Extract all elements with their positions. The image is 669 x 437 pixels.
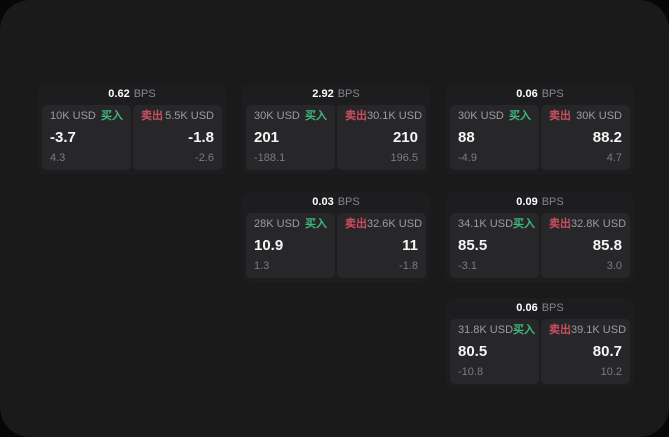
buy-label: 买入: [509, 110, 531, 122]
sell-label: 卖出: [549, 110, 571, 122]
quote-card: 0.03 BPS 28K USD 买入 10.9 1.3 卖出 32.6K US…: [242, 192, 430, 282]
buy-pane[interactable]: 30K USD 买入 201 -188.1: [246, 105, 335, 170]
buy-amount: 30K USD: [254, 110, 300, 122]
sell-pane[interactable]: 卖出 32.6K USD 11 -1.8: [337, 213, 426, 278]
buy-amount: 30K USD: [458, 110, 504, 122]
card-body: 31.8K USD 买入 80.5 -10.8 卖出 39.1K USD 80.…: [450, 319, 630, 384]
quote-card: 0.62 BPS 10K USD 买入 -3.7 4.3 卖出 5.5K USD…: [38, 84, 226, 174]
buy-label: 买入: [305, 110, 327, 122]
card-header: 0.06 BPS: [450, 298, 630, 319]
sell-amount: 32.6K USD: [367, 218, 423, 230]
buy-label: 买入: [513, 324, 536, 336]
sell-price: 210: [392, 129, 418, 146]
buy-pane[interactable]: 34.1K USD 买入 85.5 -3.1: [450, 213, 539, 278]
buy-delta: -10.8: [458, 366, 484, 378]
sell-delta: -1.8: [399, 260, 418, 272]
bps-value: 0.09: [516, 196, 538, 208]
sell-pane[interactable]: 卖出 39.1K USD 80.7 10.2: [541, 319, 630, 384]
bps-value: 2.92: [312, 88, 334, 100]
sell-price: 88.2: [592, 129, 622, 146]
sell-label: 卖出: [345, 110, 367, 122]
buy-price: 85.5: [458, 237, 488, 254]
buy-price: 80.5: [458, 343, 488, 360]
card-header: 0.09 BPS: [450, 192, 630, 213]
buy-delta: 4.3: [50, 152, 66, 164]
sell-amount: 30.1K USD: [367, 110, 423, 122]
buy-label: 买入: [305, 218, 327, 230]
buy-label: 买入: [101, 110, 123, 122]
card-header: 0.62 BPS: [42, 84, 222, 105]
bps-value: 0.06: [516, 302, 538, 314]
bps-unit-label: BPS: [337, 88, 360, 100]
bps-unit-label: BPS: [337, 196, 360, 208]
buy-amount: 34.1K USD: [458, 218, 514, 230]
sell-label: 卖出: [549, 324, 571, 336]
sell-price: 85.8: [592, 237, 622, 254]
buy-amount: 10K USD: [50, 110, 96, 122]
buy-delta: 1.3: [254, 260, 270, 272]
bps-value: 0.06: [516, 88, 538, 100]
sell-delta: 196.5: [390, 152, 418, 164]
quote-card: 0.06 BPS 31.8K USD 买入 80.5 -10.8 卖出 39.1…: [446, 298, 634, 388]
quote-card: 0.09 BPS 34.1K USD 买入 85.5 -3.1 卖出 32.8K…: [446, 192, 634, 282]
card-body: 30K USD 买入 88 -4.9 卖出 30K USD 88.2 4.7: [450, 105, 630, 170]
card-body: 34.1K USD 买入 85.5 -3.1 卖出 32.8K USD 85.8…: [450, 213, 630, 278]
buy-price: 88: [458, 129, 475, 146]
buy-label: 买入: [513, 218, 536, 230]
sell-amount: 39.1K USD: [571, 324, 627, 336]
sell-amount: 32.8K USD: [571, 218, 627, 230]
sell-pane[interactable]: 卖出 32.8K USD 85.8 3.0: [541, 213, 630, 278]
card-body: 30K USD 买入 201 -188.1 卖出 30.1K USD 210 1…: [246, 105, 426, 170]
buy-price: -3.7: [50, 129, 76, 146]
bps-value: 0.03: [312, 196, 334, 208]
buy-delta: -3.1: [458, 260, 477, 272]
bps-unit-label: BPS: [541, 88, 564, 100]
card-header: 2.92 BPS: [246, 84, 426, 105]
bps-unit-label: BPS: [133, 88, 156, 100]
buy-price: 10.9: [254, 237, 284, 254]
sell-price: 80.7: [592, 343, 622, 360]
sell-label: 卖出: [549, 218, 571, 230]
sell-delta: -2.6: [195, 152, 214, 164]
buy-delta: -4.9: [458, 152, 477, 164]
buy-pane[interactable]: 10K USD 买入 -3.7 4.3: [42, 105, 131, 170]
buy-pane[interactable]: 31.8K USD 买入 80.5 -10.8: [450, 319, 539, 384]
card-body: 10K USD 买入 -3.7 4.3 卖出 5.5K USD -1.8 -2.…: [42, 105, 222, 170]
sell-pane[interactable]: 卖出 30K USD 88.2 4.7: [541, 105, 630, 170]
buy-pane[interactable]: 28K USD 买入 10.9 1.3: [246, 213, 335, 278]
sell-pane[interactable]: 卖出 30.1K USD 210 196.5: [337, 105, 426, 170]
card-body: 28K USD 买入 10.9 1.3 卖出 32.6K USD 11 -1.8: [246, 213, 426, 278]
sell-price: 11: [402, 237, 418, 254]
sell-delta: 10.2: [600, 366, 622, 378]
quote-card: 0.06 BPS 30K USD 买入 88 -4.9 卖出 30K USD 8…: [446, 84, 634, 174]
sell-price: -1.8: [188, 129, 214, 146]
card-header: 0.03 BPS: [246, 192, 426, 213]
sell-pane[interactable]: 卖出 5.5K USD -1.8 -2.6: [133, 105, 222, 170]
bps-unit-label: BPS: [541, 302, 564, 314]
buy-price: 201: [254, 129, 280, 146]
bps-unit-label: BPS: [541, 196, 564, 208]
sell-delta: 4.7: [606, 152, 622, 164]
quote-card: 2.92 BPS 30K USD 买入 201 -188.1 卖出 30.1K …: [242, 84, 430, 174]
sell-amount: 30K USD: [576, 110, 622, 122]
card-header: 0.06 BPS: [450, 84, 630, 105]
buy-pane[interactable]: 30K USD 买入 88 -4.9: [450, 105, 539, 170]
buy-amount: 31.8K USD: [458, 324, 514, 336]
buy-amount: 28K USD: [254, 218, 300, 230]
sell-label: 卖出: [345, 218, 367, 230]
sell-label: 卖出: [141, 110, 163, 122]
bps-value: 0.62: [108, 88, 130, 100]
buy-delta: -188.1: [254, 152, 286, 164]
sell-delta: 3.0: [606, 260, 622, 272]
sell-amount: 5.5K USD: [165, 110, 214, 122]
